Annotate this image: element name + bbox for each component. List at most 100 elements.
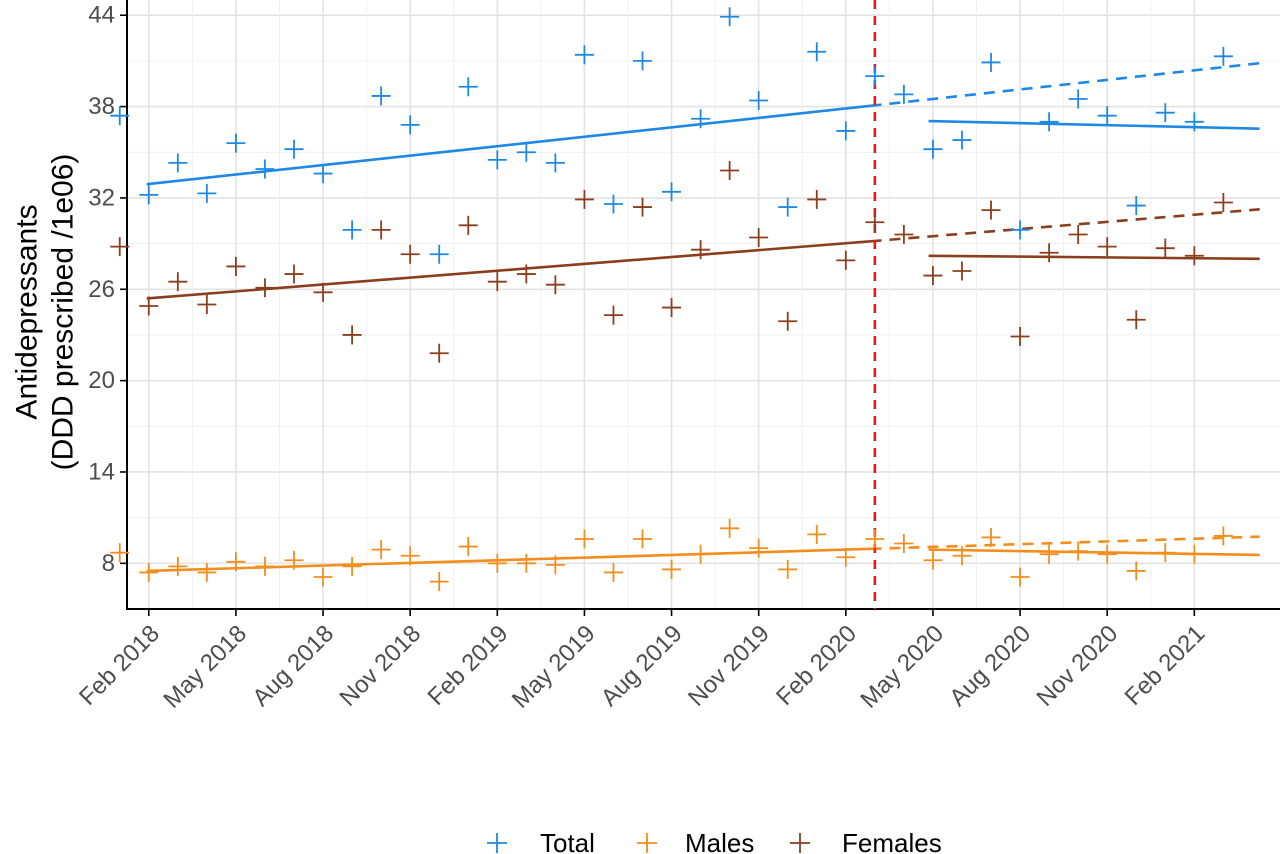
x-tick-label: May 2018	[158, 620, 252, 714]
trend-counterfactual-males	[870, 535, 1260, 551]
data-point-males	[197, 562, 217, 582]
y-axis-title-line-1: Antidepressants	[11, 204, 44, 419]
data-point-females	[487, 272, 507, 292]
data-points	[110, 7, 1233, 592]
data-point-females	[284, 264, 304, 284]
data-point-females	[633, 197, 653, 217]
data-point-males	[1010, 567, 1030, 587]
data-point-females	[255, 278, 275, 298]
data-point-total	[662, 182, 682, 202]
data-point-males	[662, 559, 682, 579]
data-point-males	[429, 572, 449, 592]
data-point-males	[400, 546, 420, 566]
data-point-males	[633, 529, 653, 549]
data-point-total	[691, 109, 711, 129]
data-point-males	[836, 547, 856, 567]
data-point-males	[1039, 544, 1059, 564]
trend-lines	[146, 61, 1260, 573]
data-point-total	[371, 86, 391, 106]
data-point-females	[952, 261, 972, 281]
x-tick-label: Nov 2020	[1032, 620, 1124, 712]
legend-label-total: Total	[540, 828, 595, 854]
x-tick-label: Feb 2020	[771, 620, 862, 711]
data-point-total	[168, 153, 188, 173]
x-tick-label: Feb 2021	[1120, 620, 1211, 711]
data-point-total	[836, 121, 856, 141]
data-point-total	[778, 197, 798, 217]
y-tick-label: 32	[88, 184, 115, 211]
data-point-females	[778, 311, 798, 331]
data-point-total	[603, 194, 623, 214]
data-point-total	[1010, 220, 1030, 240]
data-point-total	[1184, 112, 1204, 132]
data-point-total	[139, 185, 159, 205]
data-point-females	[603, 305, 623, 325]
data-point-females	[807, 189, 827, 209]
data-point-females	[1213, 192, 1233, 212]
trend-pre-females	[146, 240, 871, 300]
data-point-females	[197, 295, 217, 314]
data-point-males	[226, 552, 246, 572]
trend-counterfactual-total	[870, 61, 1260, 108]
axes-layer	[126, 0, 1280, 610]
data-point-females	[139, 296, 159, 316]
y-tick-label: 26	[88, 276, 115, 303]
x-tick-label: Aug 2018	[247, 620, 339, 712]
legend-label-males: Males	[685, 828, 754, 854]
data-point-females	[545, 275, 565, 295]
data-point-males	[749, 538, 769, 558]
data-point-females	[865, 212, 885, 232]
data-point-females	[1010, 326, 1030, 346]
data-point-males	[371, 540, 391, 560]
x-tick-label: May 2019	[507, 620, 601, 714]
y-tick-label: 14	[88, 458, 115, 485]
data-point-females	[574, 189, 594, 209]
data-point-females	[1155, 238, 1175, 258]
y-tick-label: 44	[88, 2, 115, 29]
data-point-total	[342, 220, 362, 240]
data-point-males	[981, 527, 1001, 547]
data-point-males	[807, 524, 827, 544]
data-point-total	[487, 150, 507, 170]
data-point-females	[516, 264, 536, 284]
data-point-males	[342, 556, 362, 576]
data-point-males	[1155, 543, 1175, 563]
data-point-total	[981, 52, 1001, 72]
x-tick-label: Aug 2019	[596, 620, 688, 712]
trend-post-males	[928, 548, 1260, 557]
data-point-males	[1097, 544, 1117, 564]
data-point-males	[110, 543, 130, 563]
data-point-males	[168, 556, 188, 576]
data-point-total	[894, 84, 914, 104]
data-point-females	[894, 224, 914, 244]
data-point-females	[923, 266, 943, 286]
data-point-total	[1097, 106, 1117, 126]
data-point-males	[458, 537, 478, 557]
data-point-females	[720, 161, 740, 181]
trend-pre-total	[146, 104, 871, 186]
data-point-females	[458, 215, 478, 235]
data-point-males	[952, 546, 972, 566]
data-point-total	[1213, 46, 1233, 66]
legend-marker-total	[487, 833, 507, 853]
legend-label-females: Females	[842, 828, 942, 854]
data-point-total	[1068, 89, 1088, 109]
data-point-females	[400, 244, 420, 264]
data-point-females	[429, 343, 449, 363]
data-point-total	[1039, 112, 1059, 132]
data-point-total	[110, 106, 130, 126]
data-point-males	[1213, 526, 1233, 546]
data-point-females	[110, 237, 130, 257]
y-tick-label: 8	[102, 550, 115, 577]
data-point-total	[1126, 196, 1146, 216]
x-tick-label: Feb 2019	[423, 620, 514, 711]
legend: Total Males Females	[487, 828, 942, 854]
data-point-total	[197, 183, 217, 203]
data-point-total	[574, 45, 594, 65]
data-point-females	[1097, 237, 1117, 257]
data-point-males	[139, 562, 159, 582]
data-point-males	[574, 529, 594, 549]
